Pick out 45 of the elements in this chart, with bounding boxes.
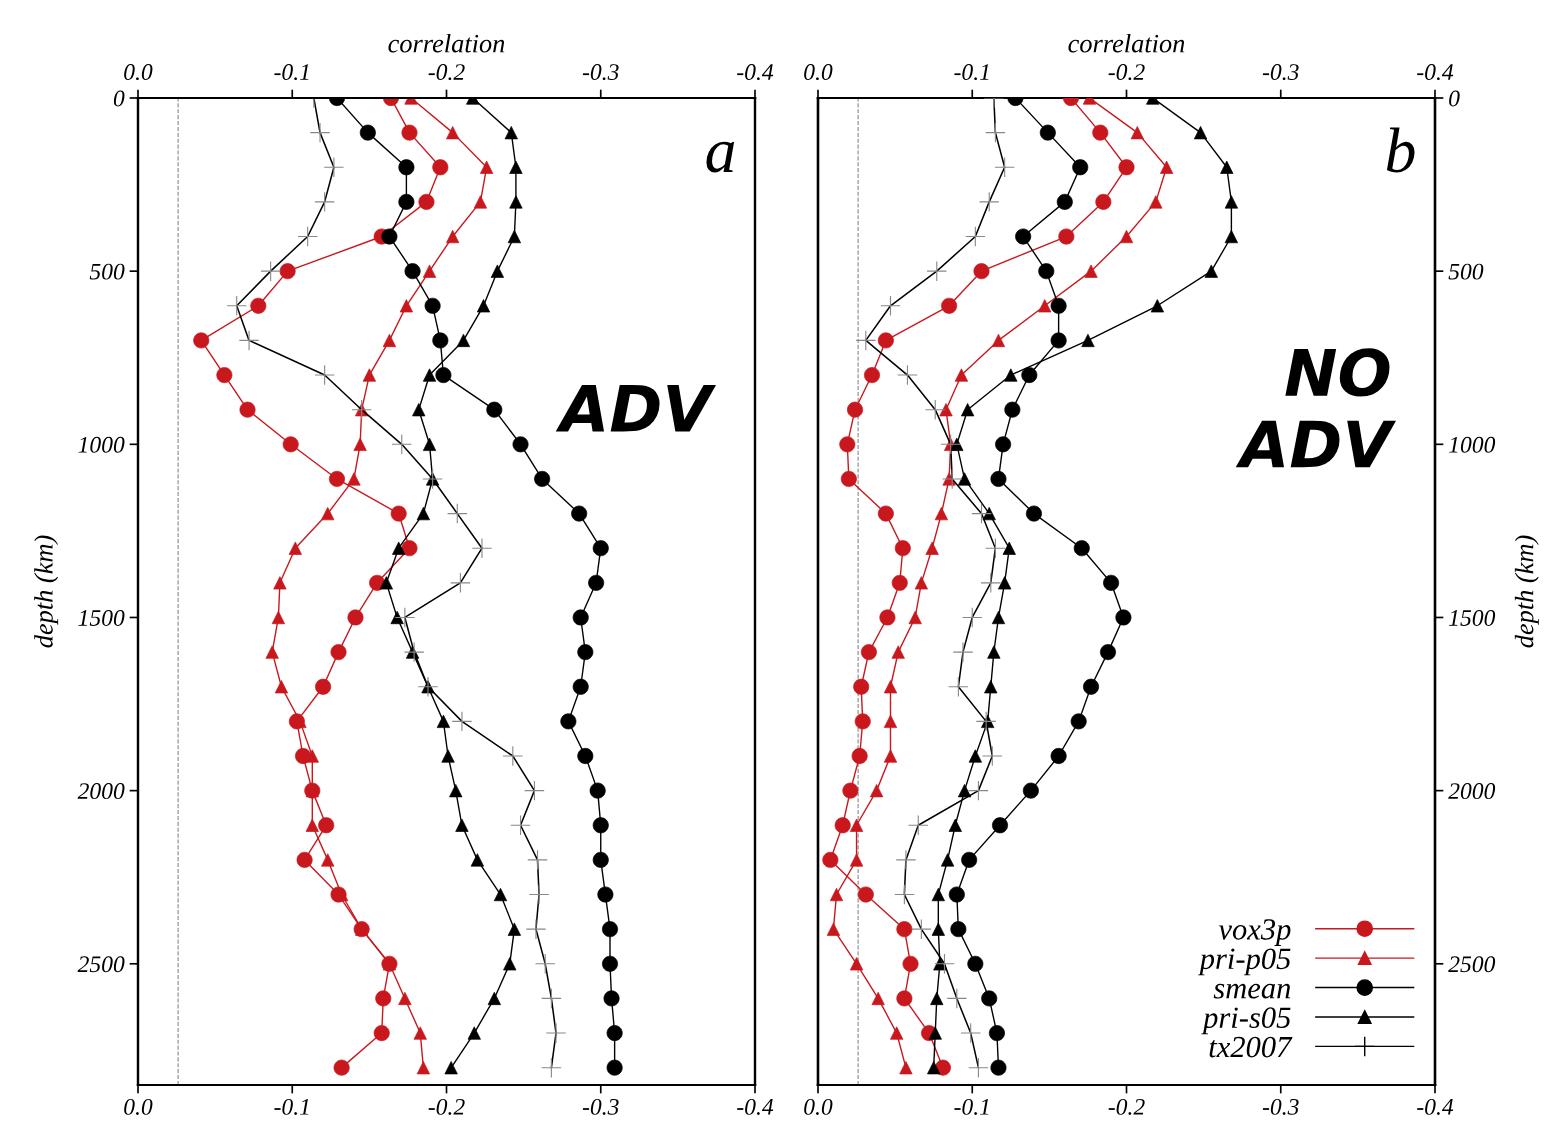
x-tick-label: -0.2: [428, 1098, 465, 1115]
x-tick-label: -0.2: [1108, 1098, 1145, 1115]
x-tick-label: 0.0: [804, 1098, 833, 1115]
legend-label: smean: [1213, 983, 1291, 999]
x-tick-label: -0.1: [954, 1098, 989, 1115]
x2-tick-label: -0.4: [737, 64, 774, 81]
y-axis-title: depth (km): [34, 535, 59, 648]
x2-tick-label: -0.3: [582, 64, 619, 81]
x-tick-label: -0.3: [582, 1098, 619, 1115]
x2-tick-label: -0.1: [274, 64, 309, 81]
annotation: ADV: [555, 384, 717, 432]
legend-label: pri-s05: [1201, 1007, 1291, 1035]
x2-tick-label: -0.3: [1262, 64, 1299, 81]
x2-tick-label: 0.0: [804, 64, 833, 81]
annotation: NO ADV: [1235, 348, 1397, 468]
y2-tick-label: 1000: [1449, 436, 1496, 453]
x2-tick-label: -0.2: [428, 64, 465, 81]
y2-tick-label: 0: [1449, 90, 1460, 107]
x2-tick-label: -0.4: [1417, 64, 1454, 81]
y2-tick-label: 2500: [1448, 956, 1496, 973]
y2-axis-title: depth (km): [1514, 535, 1539, 648]
x-tick-label: 0.0: [124, 1098, 153, 1115]
annotation: a: [706, 141, 735, 173]
y2-tick-label: 1500: [1449, 609, 1496, 626]
y2-tick-label: 500: [1448, 263, 1484, 280]
x2-tick-label: -0.1: [954, 64, 989, 81]
y-tick-label: 2500: [77, 956, 125, 973]
legend-label: vox3p: [1218, 919, 1291, 946]
y-tick-label: 500: [89, 263, 125, 280]
x2-tick-label: -0.2: [1108, 64, 1145, 81]
x2-tick-label: 0.0: [124, 64, 153, 81]
y-tick-label: 0: [113, 90, 125, 107]
y-tick-label: 2000: [77, 783, 125, 800]
x-tick-label: -0.4: [737, 1098, 774, 1115]
annotation: b: [1386, 127, 1415, 173]
x2-axis-title: correlation: [1068, 33, 1185, 53]
x-tick-label: -0.3: [1262, 1098, 1299, 1115]
x2-axis-title: correlation: [388, 33, 505, 53]
y2-tick-label: 2000: [1448, 783, 1496, 800]
x-tick-label: -0.4: [1417, 1098, 1454, 1115]
y-tick-label: 1000: [78, 436, 125, 453]
legend-label: pri-p05: [1197, 948, 1291, 976]
x-tick-label: -0.1: [274, 1098, 309, 1115]
legend-label: tx2007: [1209, 1036, 1293, 1058]
y-tick-label: 1500: [78, 609, 125, 626]
